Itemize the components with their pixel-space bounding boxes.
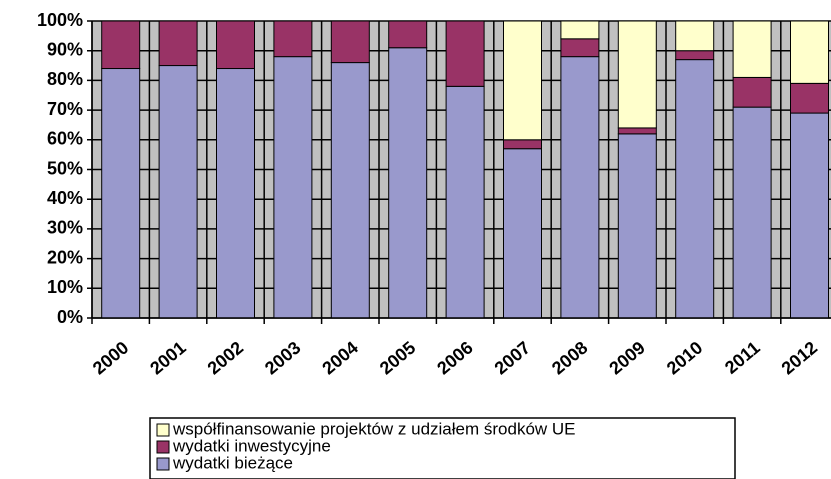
x-tick-label: 2002 (204, 337, 248, 378)
y-tick-label: 50% (47, 158, 83, 178)
legend-swatch (156, 423, 170, 437)
bar-segment (560, 38, 600, 58)
bar-segment (732, 76, 772, 108)
bar-segment (617, 127, 657, 135)
y-tick-label: 100% (37, 10, 83, 30)
y-tick-label: 70% (47, 99, 83, 119)
y-tick-label: 0% (57, 307, 83, 327)
bar-segment (503, 20, 542, 141)
bar-segment (732, 106, 772, 319)
y-tick-label: 40% (47, 188, 83, 208)
bar-segment (388, 47, 428, 319)
bar-segment (330, 62, 370, 319)
x-tick-label: 2005 (376, 337, 420, 378)
y-tick-label: 20% (47, 247, 83, 267)
bar-segment (560, 20, 600, 40)
legend-label: wydatki bieżące (172, 453, 293, 472)
bar-segment (560, 56, 600, 319)
legend-label: wydatki inwestycyjne (172, 436, 331, 455)
bar-segment (790, 20, 829, 84)
legend-label: współfinansowanie projektów z udziałem ś… (172, 419, 576, 438)
bar-segment (732, 20, 772, 78)
x-tick-label: 2008 (548, 337, 592, 378)
x-tick-label: 2004 (318, 337, 362, 378)
bar-segment (216, 68, 255, 319)
bar-segment (158, 20, 198, 67)
y-tick-label: 30% (47, 218, 83, 238)
x-tick-label: 2011 (721, 337, 764, 377)
x-tick-label: 2010 (663, 337, 707, 378)
bar-segment (503, 148, 542, 319)
legend-box (149, 417, 736, 479)
x-tick-label: 2012 (778, 337, 822, 378)
bar-segment (273, 20, 313, 58)
legend-swatch (156, 440, 170, 454)
x-tick-label: 2006 (433, 337, 477, 378)
bar-segment (675, 59, 715, 319)
bar-segment (617, 20, 657, 129)
bar-segment (617, 133, 657, 319)
x-tick-label: 2003 (261, 337, 305, 378)
bar-segment (330, 20, 370, 64)
bar-segment (445, 20, 485, 87)
bar-segment (273, 56, 313, 319)
bar-segment (503, 139, 542, 150)
bar-segment (101, 68, 141, 319)
x-tick-label: 2009 (605, 337, 649, 378)
bar-segment (101, 20, 141, 70)
bar-segment (216, 20, 255, 70)
bar-segment (445, 85, 485, 319)
bar-segment (790, 82, 829, 114)
bar-segment (388, 20, 428, 49)
y-tick-label: 60% (47, 129, 83, 149)
x-tick-label: 2001 (146, 337, 190, 378)
x-tick-label: 2000 (89, 337, 133, 378)
bar-segment (158, 65, 198, 319)
bar-segment (675, 50, 715, 61)
bar-segment (675, 20, 715, 52)
y-tick-label: 10% (47, 277, 83, 297)
y-tick-label: 80% (47, 69, 83, 89)
x-tick-label: 2007 (491, 337, 535, 378)
y-tick-label: 90% (47, 39, 83, 59)
legend-swatch (156, 457, 170, 471)
bar-segment (790, 112, 829, 319)
